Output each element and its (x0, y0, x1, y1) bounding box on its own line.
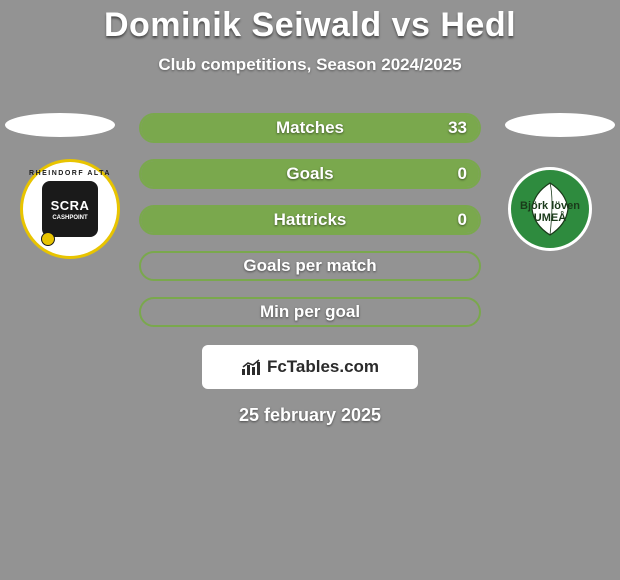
stat-bar-value-right: 33 (448, 115, 467, 141)
scra-arc-text: RHEINDORF ALTA (29, 170, 111, 177)
scra-ball-icon (41, 232, 55, 246)
brand-chart-icon (241, 358, 263, 376)
stat-bar-value-right: 0 (458, 161, 467, 187)
stats-area: RHEINDORF ALTA SCRA CASHPOINT Björk löve… (0, 113, 620, 426)
comparison-card: Dominik Seiwald vs Hedl Club competition… (0, 0, 620, 426)
bjorkloven-badge-icon: Björk löven UMEÅ (508, 167, 592, 251)
scra-sub-text: CASHPOINT (52, 215, 87, 221)
stat-bars: Matches 33 Goals 0 Hattricks 0 Goals per match… (139, 113, 481, 327)
stat-bar-label: Hattricks (274, 210, 347, 230)
scra-main-text: SCRA (51, 198, 90, 213)
scra-badge-icon: RHEINDORF ALTA SCRA CASHPOINT (20, 159, 120, 259)
brand-text: FcTables.com (267, 357, 379, 377)
stat-bar-label: Min per goal (260, 302, 360, 322)
stat-bar-label: Goals (286, 164, 333, 184)
stat-bar: Hattricks 0 (139, 205, 481, 235)
stat-bar: Matches 33 (139, 113, 481, 143)
stat-bar: Goals per match (139, 251, 481, 281)
date-text: 25 february 2025 (0, 405, 620, 426)
scra-inner: SCRA CASHPOINT (42, 181, 98, 237)
brand-box: FcTables.com (202, 345, 418, 389)
bjork-leaf-icon: Björk löven UMEÅ (520, 179, 580, 239)
subtitle: Club competitions, Season 2024/2025 (0, 55, 620, 75)
club-badge-right: Björk löven UMEÅ (500, 159, 600, 259)
stat-bar: Min per goal (139, 297, 481, 327)
stat-bar-label: Goals per match (243, 256, 376, 276)
club-badge-left: RHEINDORF ALTA SCRA CASHPOINT (20, 159, 120, 259)
bjork-text: Björk löven UMEÅ (520, 201, 580, 224)
stat-bar: Goals 0 (139, 159, 481, 189)
stat-bar-value-right: 0 (458, 207, 467, 233)
player-left-ellipse (5, 113, 115, 137)
player-right-ellipse (505, 113, 615, 137)
page-title: Dominik Seiwald vs Hedl (0, 6, 620, 45)
stat-bar-label: Matches (276, 118, 344, 138)
